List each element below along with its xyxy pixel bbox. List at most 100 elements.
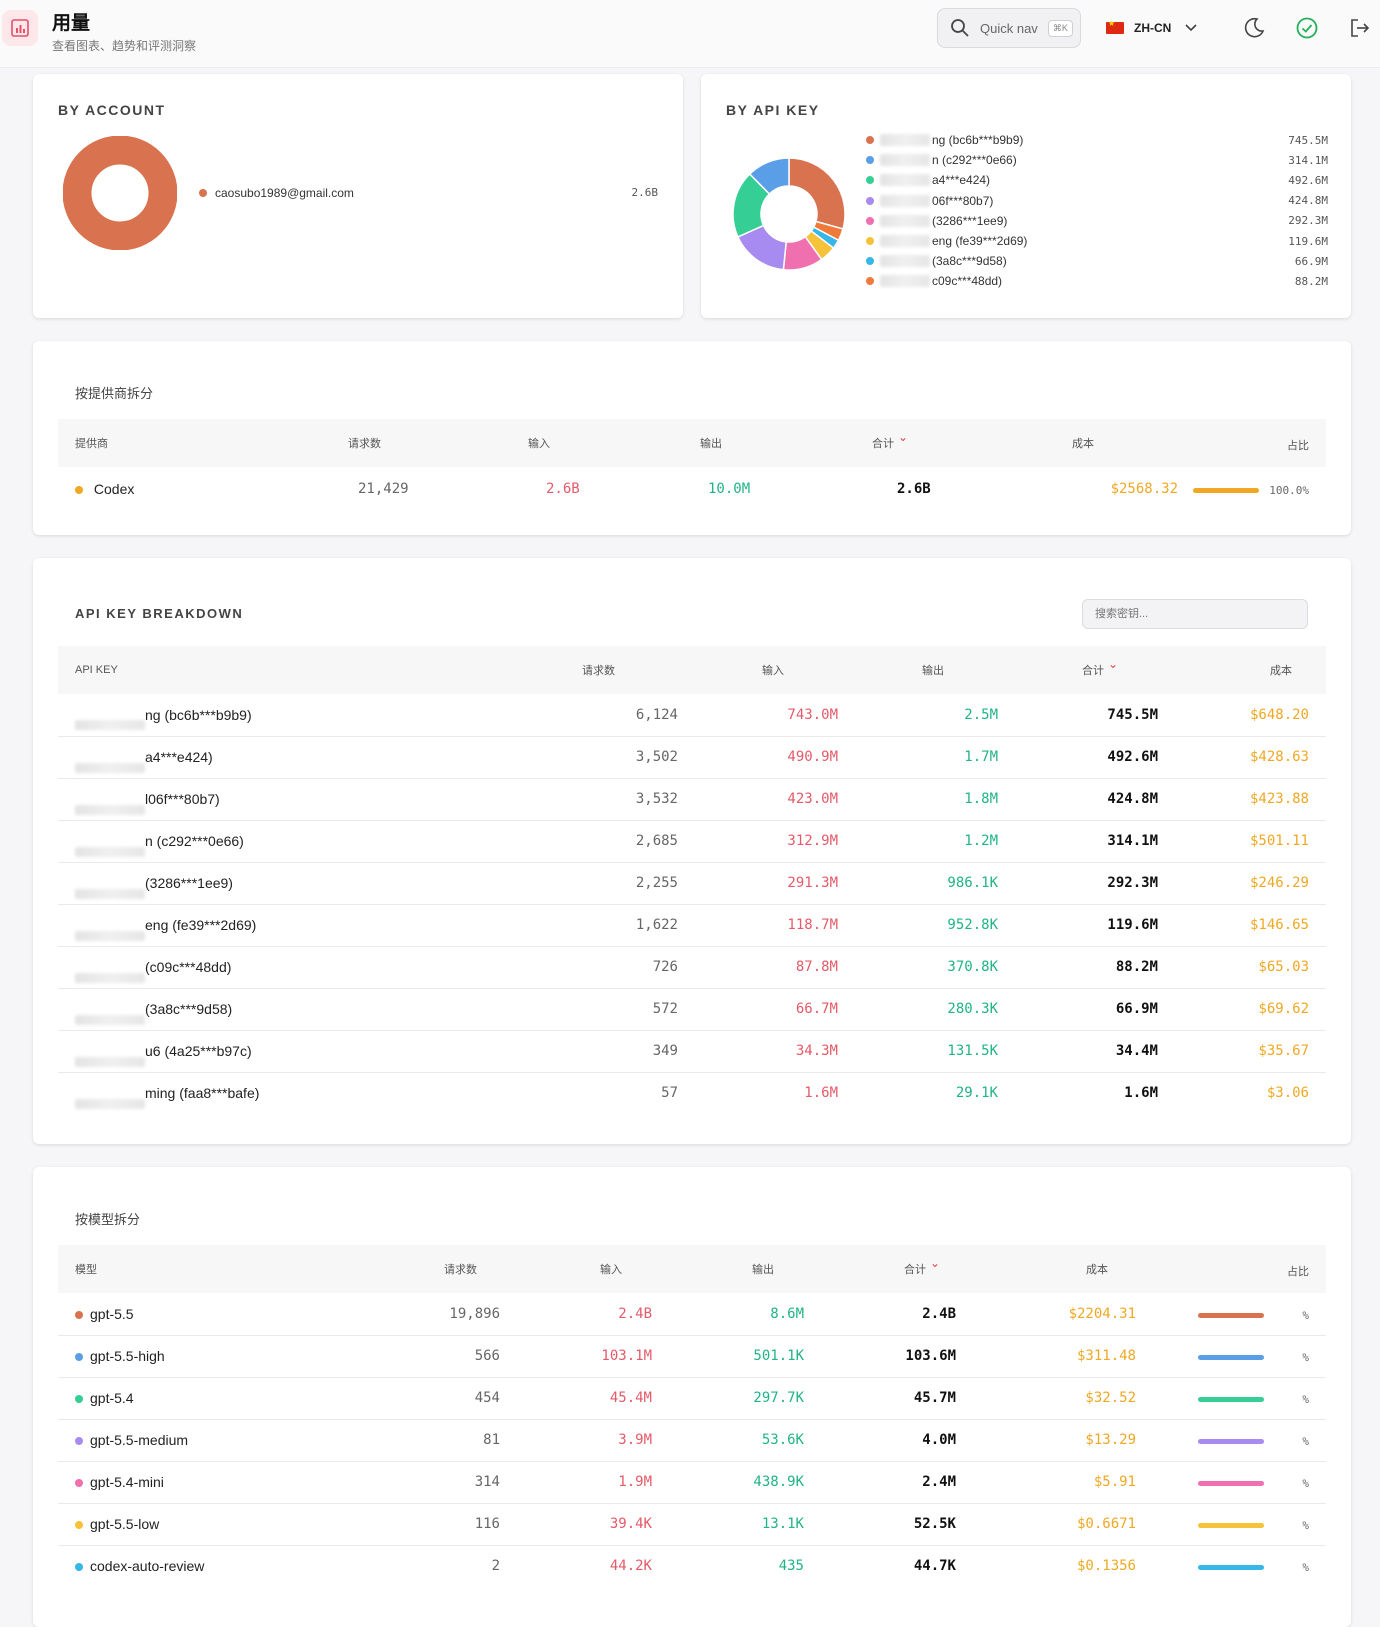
- api-key-name: u6 (4a25***b97c): [145, 1043, 252, 1059]
- model-name: gpt-5.5: [90, 1305, 134, 1322]
- col-total[interactable]: 合计 ⌄: [998, 646, 1158, 694]
- col-cost[interactable]: 成本: [1086, 1264, 1108, 1276]
- quick-nav-button[interactable]: Quick nav ⌘K: [937, 8, 1081, 48]
- table-row[interactable]: (c09c***48dd) 726 87.8M 370.8K 88.2M $65.03: [58, 946, 1326, 989]
- api-key-name: ming (faa8***bafe): [145, 1085, 260, 1102]
- account-legend-item: caosubo1989@gmail.com: [199, 186, 354, 200]
- col-cost[interactable]: 成本: [1072, 438, 1094, 450]
- breakdown-table: API KEY 请求数 输入 输出 合计 ⌄ 成本 ng (bc6b***b9b9…: [58, 646, 1326, 1114]
- legend-dot: [866, 216, 874, 225]
- col-cost[interactable]: 成本: [1270, 665, 1292, 677]
- table-row[interactable]: n (c292***0e66) 2,685 312.9M 1.2M 314.1M $501…: [58, 820, 1326, 863]
- requests-value: 2,685: [518, 820, 678, 863]
- requests-value: 349: [518, 1030, 678, 1073]
- share-value: %: [1302, 1519, 1309, 1532]
- total-value: 119.6M: [998, 904, 1158, 947]
- table-row[interactable]: ming (faa8***bafe) 57 1.6M 29.1K 1.6M $3.06: [58, 1072, 1326, 1114]
- api-key-legend-item: (3a8c***9d58) 66.9M: [866, 251, 1328, 271]
- table-row[interactable]: (3286***1ee9) 2,255 291.3M 986.1K 292.3M $246…: [58, 862, 1326, 905]
- redacted-key-prefix: [880, 255, 930, 268]
- col-total[interactable]: 合计 ⌄: [872, 419, 1072, 467]
- legend-dot: [866, 257, 874, 266]
- redacted-key-prefix: [880, 214, 930, 227]
- api-key-donut-chart: [732, 157, 846, 271]
- col-output[interactable]: 输出: [700, 438, 722, 450]
- table-row[interactable]: codex-auto-review 2 44.2K 435 44.7K $0.1356%: [58, 1545, 1326, 1587]
- check-circle-icon[interactable]: [1295, 16, 1319, 40]
- table-row[interactable]: gpt-5.5-high 566 103.1M 501.1K 103.6M $311.48…: [58, 1335, 1326, 1378]
- total-value: 45.7M: [804, 1377, 956, 1420]
- table-row[interactable]: (3a8c***9d58) 572 66.7M 280.3K 66.9M $69.62: [58, 988, 1326, 1031]
- share-bar: [1198, 1522, 1265, 1528]
- table-row[interactable]: ng (bc6b***b9b9) 6,124 743.0M 2.5M 745.5M $64…: [58, 694, 1326, 737]
- table-row[interactable]: eng (fe39***2d69) 1,622 118.7M 952.8K 119.6M…: [58, 904, 1326, 947]
- col-input[interactable]: 输入: [762, 665, 784, 677]
- api-key-legend-item: eng (fe39***2d69) 119.6M: [866, 231, 1328, 251]
- redacted-key-prefix: [75, 804, 145, 815]
- api-key-name: a4***e424): [145, 749, 213, 765]
- model-name: gpt-5.5-high: [90, 1348, 165, 1364]
- share-cell: %: [1136, 1335, 1326, 1378]
- requests-value: 2,255: [518, 862, 678, 905]
- input-value: 490.9M: [678, 736, 838, 779]
- col-input[interactable]: 输入: [528, 438, 550, 450]
- total-value: 44.7K: [913, 1558, 956, 1575]
- api-key-label: a4***e424): [932, 173, 991, 188]
- share-value: %: [1302, 1435, 1309, 1448]
- model-table: 模型 请求数 输入 输出 合计 ⌄ 成本 占比 gpt-5.5 19,896 2.4B…: [58, 1245, 1326, 1587]
- total-value: 492.6M: [998, 736, 1158, 779]
- api-key-name: eng (fe39***2d69): [145, 917, 257, 933]
- table-row[interactable]: gpt-5.5-low 116 39.4K 13.1K 52.5K $0.6671%: [58, 1503, 1326, 1546]
- model-title: 按模型拆分: [75, 1212, 141, 1227]
- input-value: 103.1M: [500, 1335, 652, 1378]
- col-api-key[interactable]: API KEY: [75, 664, 118, 676]
- api-key-cell: (3286***1ee9): [58, 862, 518, 905]
- table-row[interactable]: l06f***80b7) 3,532 423.0M 1.8M 424.8M $423.88: [58, 778, 1326, 821]
- share-bar: [1193, 487, 1260, 493]
- redacted-key-prefix: [75, 1056, 145, 1067]
- col-requests[interactable]: 请求数: [582, 665, 615, 677]
- table-row[interactable]: gpt-5.5 19,896 2.4B 8.6M 2.4B $2204.31%: [58, 1293, 1326, 1336]
- model-name-cell: gpt-5.5: [58, 1293, 348, 1336]
- moon-icon[interactable]: [1242, 16, 1266, 40]
- col-input[interactable]: 输入: [600, 1264, 622, 1276]
- api-key-label: eng (fe39***2d69): [932, 234, 1028, 249]
- account-donut-slice: [63, 136, 177, 250]
- cost-value: $2204.31: [956, 1293, 1136, 1336]
- col-output[interactable]: 输出: [752, 1264, 774, 1276]
- col-share[interactable]: 占比: [1287, 440, 1309, 452]
- requests-value: 566: [348, 1335, 500, 1378]
- col-share[interactable]: 占比: [1287, 1266, 1309, 1278]
- col-provider[interactable]: 提供商: [75, 438, 108, 450]
- table-row[interactable]: a4***e424) 3,502 490.9M 1.7M 492.6M $428.63: [58, 736, 1326, 779]
- api-key-cell: a4***e424): [58, 736, 518, 779]
- top-bar: 用量 查看图表、趋势和评测洞察 Quick nav ⌘K ZH-CN: [0, 0, 1380, 68]
- table-row[interactable]: gpt-5.5-medium 81 3.9M 53.6K 4.0M $13.29%: [58, 1419, 1326, 1462]
- requests-value: 81: [348, 1419, 500, 1462]
- input-value: 66.7M: [678, 988, 838, 1031]
- table-row[interactable]: gpt-5.4 454 45.4M 297.7K 45.7M $32.52%: [58, 1377, 1326, 1420]
- donut-slice[interactable]: [788, 157, 846, 230]
- api-key-legend-item: c09c***48dd) 88.2M: [866, 271, 1328, 291]
- output-value: 280.3K: [838, 988, 998, 1031]
- col-requests[interactable]: 请求数: [444, 1264, 477, 1276]
- col-model[interactable]: 模型: [75, 1264, 97, 1276]
- cost-value: $648.20: [1158, 694, 1326, 737]
- table-row[interactable]: u6 (4a25***b97c) 349 34.3M 131.5K 34.4M $35.6…: [58, 1030, 1326, 1073]
- table-row[interactable]: Codex 21,429 2.6B 10.0M 2.6B $2568.32 10…: [58, 467, 1326, 511]
- table-row[interactable]: gpt-5.4-mini 314 1.9M 438.9K 2.4M $5.91%: [58, 1461, 1326, 1504]
- redacted-key-prefix: [75, 1014, 145, 1025]
- redacted-key-prefix: [75, 762, 145, 773]
- col-total[interactable]: 合计 ⌄: [804, 1245, 956, 1293]
- language-selector[interactable]: ZH-CN: [1106, 16, 1197, 40]
- cost-value: $13.29: [956, 1419, 1136, 1462]
- share-bar: [1198, 1354, 1265, 1360]
- provider-input: 2.6B: [546, 481, 580, 497]
- logout-icon[interactable]: [1348, 16, 1372, 40]
- output-value: 8.6M: [652, 1293, 804, 1336]
- col-requests[interactable]: 请求数: [348, 438, 381, 450]
- col-output[interactable]: 输出: [922, 665, 944, 677]
- by-api-key-title: BY API KEY: [726, 102, 820, 118]
- search-key-input[interactable]: [1082, 599, 1308, 629]
- donut-slice[interactable]: [748, 157, 790, 196]
